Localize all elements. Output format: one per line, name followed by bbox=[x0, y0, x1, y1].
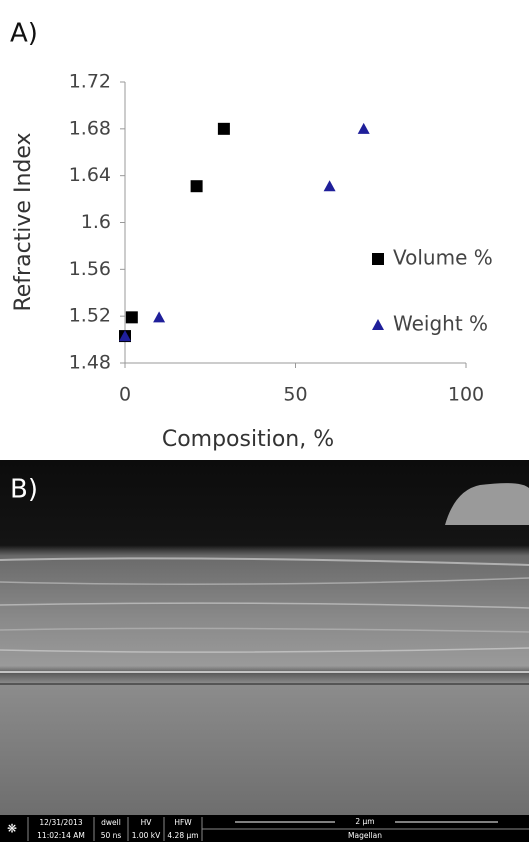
sem-hfw: 4.28 µm bbox=[167, 831, 198, 840]
x-tick-label: 0 bbox=[119, 384, 131, 406]
y-tick-label: 1.52 bbox=[69, 305, 111, 327]
point bbox=[217, 122, 230, 135]
sem-date: 12/31/2013 bbox=[39, 818, 82, 827]
sem-dwell-label: dwell bbox=[101, 818, 121, 827]
y-tick-label: 1.68 bbox=[69, 117, 111, 139]
sem-scale: 2 µm bbox=[355, 817, 374, 826]
y-tick-label: 1.48 bbox=[69, 352, 111, 374]
sem-time: 11:02:14 AM bbox=[37, 831, 85, 840]
legend-label: Weight % bbox=[393, 312, 488, 336]
legend-label: Volume % bbox=[393, 246, 493, 270]
y-tick-label: 1.64 bbox=[69, 164, 111, 186]
x-tick-label: 50 bbox=[283, 384, 307, 406]
point bbox=[153, 311, 166, 323]
sem-image bbox=[0, 460, 529, 815]
sem-info-bar: ❋ 12/31/2013 11:02:14 AM dwell 50 ns HV … bbox=[0, 815, 529, 842]
svg-text:❋: ❋ bbox=[7, 822, 17, 836]
y-axis-label: Refractive Index bbox=[11, 132, 36, 311]
sem-instrument: Magellan bbox=[348, 831, 382, 840]
y-tick-label: 1.6 bbox=[81, 211, 111, 233]
sem-dwell: 50 ns bbox=[101, 831, 122, 840]
x-tick-label: 100 bbox=[448, 384, 484, 406]
point bbox=[323, 180, 336, 192]
panel-label: B) bbox=[10, 475, 38, 505]
sem-hv-label: HV bbox=[141, 818, 153, 827]
sem-hv: 1.00 kV bbox=[132, 831, 161, 840]
point bbox=[357, 122, 370, 134]
y-tick-label: 1.72 bbox=[69, 71, 111, 93]
y-tick-label: 1.56 bbox=[69, 258, 111, 280]
panel-label: A) bbox=[10, 19, 38, 49]
point bbox=[119, 330, 131, 342]
x-axis-label: Composition, % bbox=[162, 427, 334, 452]
point bbox=[190, 180, 203, 193]
legend-marker bbox=[372, 319, 384, 330]
point bbox=[125, 311, 138, 324]
legend-marker bbox=[372, 253, 384, 265]
sem-hfw-label: HFW bbox=[174, 818, 192, 827]
